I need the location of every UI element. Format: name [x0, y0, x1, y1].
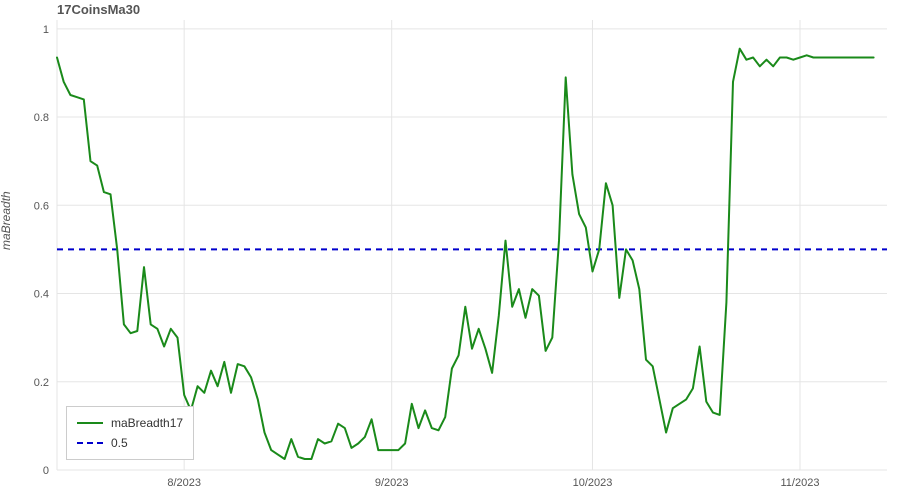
y-tick-label: 0 — [43, 465, 49, 477]
x-tick-label: 11/2023 — [781, 477, 820, 489]
y-tick-label: 0.8 — [34, 112, 49, 124]
chart-container: 17CoinsMa30 maBreadth 00.20.40.60.818/20… — [0, 0, 900, 500]
series-line — [57, 49, 874, 459]
legend-label: 0.5 — [111, 436, 128, 450]
x-tick-label: 10/2023 — [573, 477, 613, 489]
legend-item: maBreadth17 — [77, 413, 183, 433]
y-tick-label: 0.2 — [34, 377, 49, 389]
grid — [57, 20, 887, 470]
legend-swatch — [77, 422, 103, 424]
y-tick-label: 1 — [43, 24, 49, 36]
x-tick-label: 8/2023 — [167, 477, 201, 489]
x-tick-label: 9/2023 — [375, 477, 409, 489]
legend-item: 0.5 — [77, 433, 183, 453]
legend-label: maBreadth17 — [111, 416, 183, 430]
legend-swatch — [77, 442, 103, 444]
legend: maBreadth17 0.5 — [66, 406, 194, 460]
y-tick-label: 0.6 — [34, 200, 49, 212]
y-tick-label: 0.4 — [34, 289, 49, 301]
